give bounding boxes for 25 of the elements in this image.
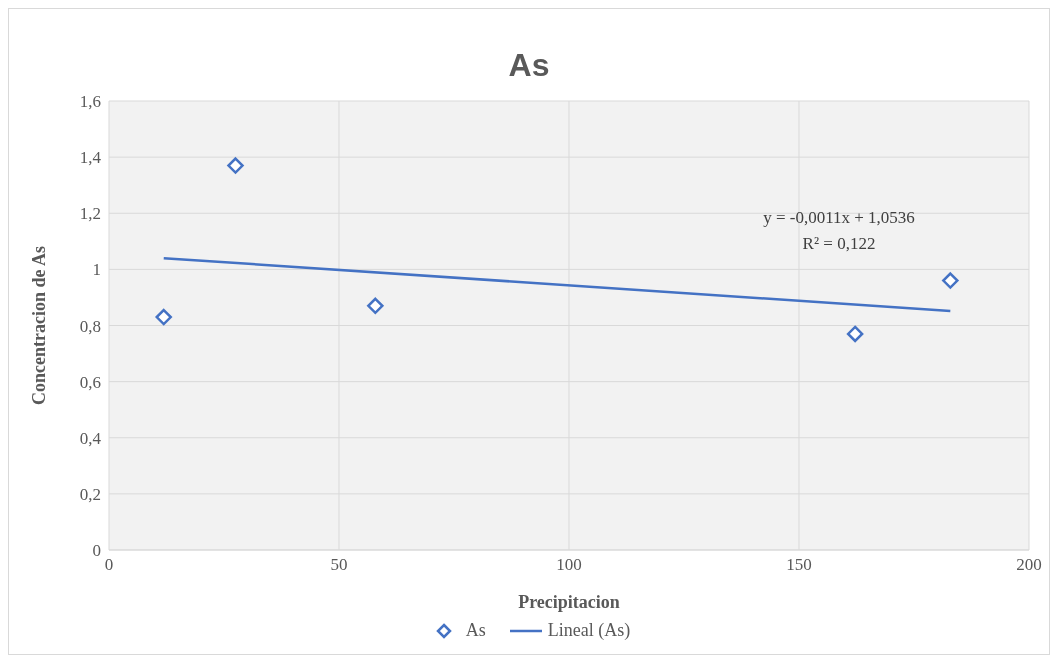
y-tick-label: 0,2 <box>79 484 101 504</box>
point <box>155 308 172 326</box>
y-tick-label: 1 <box>92 260 101 280</box>
y-tick-label: 1,2 <box>79 204 101 224</box>
x-tick-label: 100 <box>556 555 582 575</box>
legend-label: As <box>465 620 486 641</box>
annotation: y = -0,0011x + 1,0536 <box>762 207 916 229</box>
x-tick-label: 200 <box>1016 555 1042 575</box>
point <box>227 157 244 174</box>
chart-title: As <box>507 46 551 85</box>
y-tick-label: 0,8 <box>79 316 101 336</box>
y-tick-label: 1,4 <box>79 148 102 168</box>
y-tick-label: 0 <box>92 541 101 561</box>
x-axis-title: Precipitacion <box>518 592 620 612</box>
point <box>942 272 959 289</box>
point <box>367 297 384 315</box>
y-tick-label: 1,6 <box>79 92 101 112</box>
x-tick-label: 50 <box>330 555 348 575</box>
point <box>846 325 864 343</box>
x-tick-label: 150 <box>786 555 812 575</box>
y-tick-label: 0,4 <box>79 428 102 448</box>
y-axis-title: Concentracion de As <box>29 246 50 405</box>
y-tick-label: 0,6 <box>79 372 101 392</box>
legend-label: Lineal (As) <box>547 620 631 641</box>
annotation: R² = 0,122 <box>801 233 877 255</box>
